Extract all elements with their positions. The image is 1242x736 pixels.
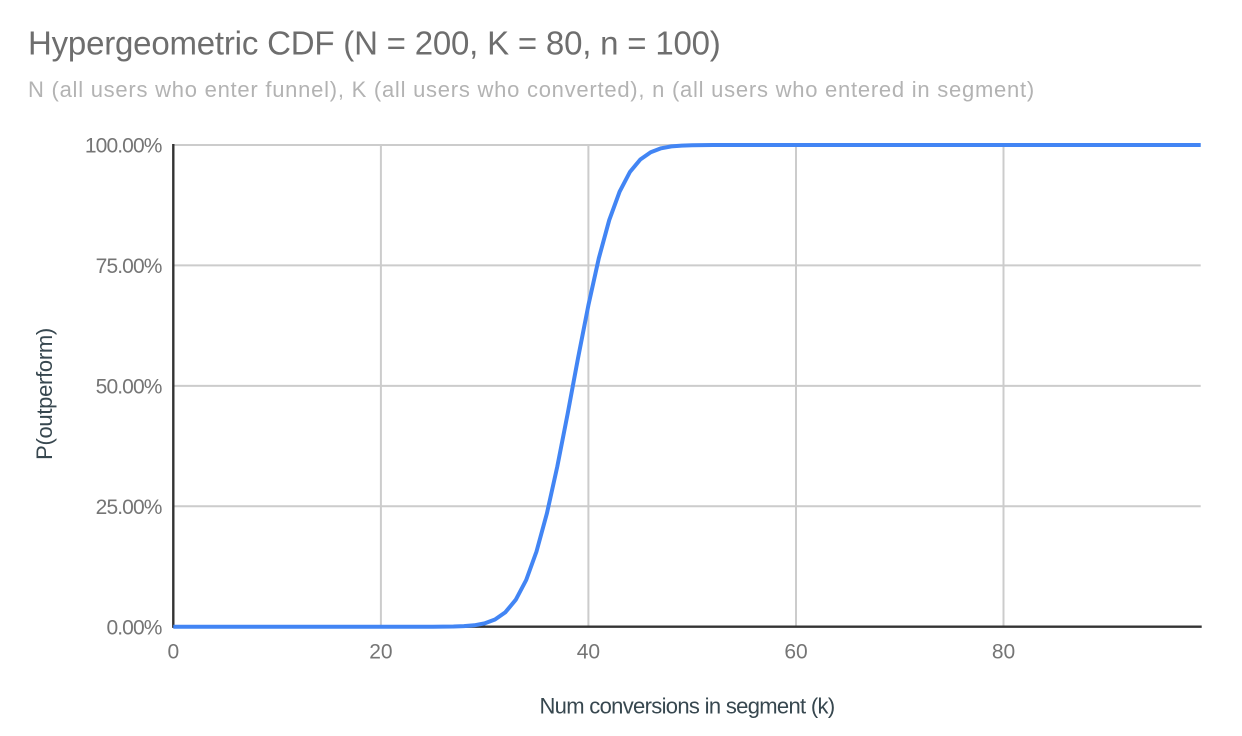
svg-text:25.00%: 25.00%: [96, 496, 162, 519]
svg-text:N (all users who enter funnel): N (all users who enter funnel), K (all u…: [28, 77, 1035, 102]
svg-text:100.00%: 100.00%: [85, 135, 162, 158]
svg-text:Num conversions in segment (k): Num conversions in segment (k): [539, 694, 834, 719]
svg-text:0: 0: [167, 640, 179, 663]
svg-text:50.00%: 50.00%: [96, 376, 162, 399]
svg-text:80: 80: [992, 640, 1015, 663]
svg-text:40: 40: [577, 640, 600, 663]
svg-text:60: 60: [784, 640, 807, 663]
svg-text:P(outperform): P(outperform): [32, 328, 57, 460]
svg-text:20: 20: [369, 640, 392, 663]
svg-text:0.00%: 0.00%: [106, 616, 161, 639]
svg-text:75.00%: 75.00%: [96, 255, 162, 278]
svg-text:Hypergeometric CDF (N = 200, K: Hypergeometric CDF (N = 200, K = 80, n =…: [28, 25, 721, 62]
